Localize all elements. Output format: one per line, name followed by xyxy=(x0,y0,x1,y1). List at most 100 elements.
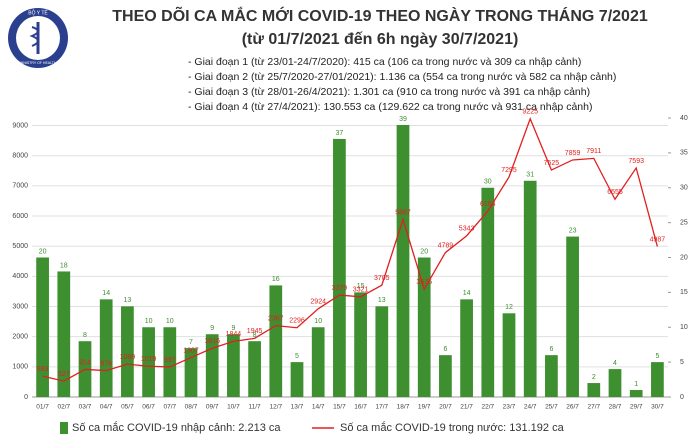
x-tick-label: 27/7 xyxy=(587,404,600,411)
annotation: - Giai đoạn 4 (từ 27/4/2021): 130.553 ca… xyxy=(188,101,592,113)
bar-label: 9 xyxy=(210,325,214,332)
x-tick-label: 15/7 xyxy=(333,404,346,411)
x-tick-label: 17/7 xyxy=(375,404,388,411)
bar-label: 5 xyxy=(655,353,659,360)
x-tick-label: 11/7 xyxy=(249,404,262,411)
y2-tick-label: 35 xyxy=(680,150,688,157)
x-tick-label: 01/7 xyxy=(36,404,49,411)
line-label: 3379 xyxy=(332,285,348,292)
y-tick-label: 6000 xyxy=(12,213,28,220)
bar-label: 37 xyxy=(336,130,344,137)
x-tick-label: 03/7 xyxy=(79,404,92,411)
x-tick-label: 24/7 xyxy=(524,404,537,411)
x-tick-label: 30/7 xyxy=(651,404,664,411)
bar-label: 13 xyxy=(124,297,132,304)
logo-bottom: MINISTRY OF HEALTH xyxy=(20,61,57,65)
x-tick-label: 06/7 xyxy=(142,404,155,411)
y2-tick-label: 15 xyxy=(680,289,688,296)
annotation: - Giai đoạn 1 (từ 23/01-24/7/2020): 415 … xyxy=(188,56,581,68)
x-tick-label: 29/7 xyxy=(630,404,643,411)
bar xyxy=(227,334,240,397)
x-tick-label: 09/7 xyxy=(206,404,219,411)
y2-tick-label: 5 xyxy=(680,359,684,366)
x-tick-label: 18/7 xyxy=(397,404,410,411)
bar-label: 7 xyxy=(189,339,193,346)
x-tick-label: 16/7 xyxy=(354,404,367,411)
x-tick-label: 21/7 xyxy=(460,404,473,411)
bar-label: 39 xyxy=(399,116,407,123)
line-label: 2367 xyxy=(268,315,284,322)
x-tick-label: 02/7 xyxy=(57,404,70,411)
x-tick-label: 19/7 xyxy=(418,404,431,411)
line-label: 7859 xyxy=(565,150,581,157)
x-tick-label: 04/7 xyxy=(100,404,113,411)
line-label: 7295 xyxy=(501,167,517,174)
y-tick-label: 4000 xyxy=(12,273,28,280)
bar-label: 30 xyxy=(484,179,492,186)
x-tick-label: 08/7 xyxy=(185,404,198,411)
line-label: 914 xyxy=(79,359,91,366)
x-tick-label: 14/7 xyxy=(312,404,325,411)
y2-tick-label: 0 xyxy=(680,394,684,401)
y-tick-label: 8000 xyxy=(12,153,28,160)
bar xyxy=(57,271,71,397)
legend-swatch xyxy=(60,422,68,434)
bar-label: 2 xyxy=(592,374,596,381)
bar-label: 1 xyxy=(634,381,638,388)
y2-tick-label: 10 xyxy=(680,324,688,331)
line-label: 3705 xyxy=(374,275,390,282)
x-tick-label: 26/7 xyxy=(566,404,579,411)
line-label: 5887 xyxy=(395,209,411,216)
bar-label: 20 xyxy=(420,248,428,255)
bar-label: 5 xyxy=(295,353,299,360)
bar-label: 10 xyxy=(145,318,153,325)
line-label: 2924 xyxy=(310,299,326,306)
line-label: 1844 xyxy=(226,331,242,338)
y-tick-label: 9000 xyxy=(12,122,28,129)
bar xyxy=(545,355,558,397)
line-label: 6555 xyxy=(607,189,623,196)
bar-label: 12 xyxy=(505,304,513,311)
bar xyxy=(417,257,431,397)
bar xyxy=(587,383,601,397)
legend-label: Số ca mắc COVID-19 trong nước: 131.192 c… xyxy=(340,421,565,434)
bar-label: 6 xyxy=(443,346,447,353)
y-tick-label: 7000 xyxy=(12,183,28,190)
line-label: 7525 xyxy=(544,160,560,167)
bar-label: 31 xyxy=(526,172,534,179)
line-label: 997 xyxy=(164,357,176,364)
line-label: 4789 xyxy=(438,242,454,249)
x-tick-label: 12/7 xyxy=(269,404,282,411)
bar xyxy=(629,390,643,397)
y-tick-label: 3000 xyxy=(12,303,28,310)
x-tick-label: 07/7 xyxy=(163,404,176,411)
bar xyxy=(290,362,304,397)
bar xyxy=(396,124,410,397)
bar xyxy=(566,236,579,397)
bar-label: 10 xyxy=(166,318,174,325)
annotation: - Giai đoạn 2 (từ 25/7/2020-27/01/2021):… xyxy=(188,71,616,83)
bar-label: 14 xyxy=(102,290,110,297)
bar-label: 20 xyxy=(39,248,47,255)
line-label: 5343 xyxy=(459,226,475,233)
logo-snake xyxy=(29,26,39,47)
bar-label: 16 xyxy=(272,276,280,283)
x-tick-label: 28/7 xyxy=(609,404,622,411)
bar xyxy=(163,327,177,397)
line-label: 876 xyxy=(100,360,112,367)
x-tick-label: 20/7 xyxy=(439,404,452,411)
logo-top: BỘ Y TẾ xyxy=(28,9,48,16)
y-tick-label: 5000 xyxy=(12,243,28,250)
bar xyxy=(439,355,452,397)
line-label: 693 xyxy=(37,366,49,373)
bar-label: 10 xyxy=(314,318,322,325)
bar xyxy=(375,306,389,397)
line-label: 1019 xyxy=(141,356,157,363)
line-label: 7593 xyxy=(628,158,644,165)
bar-label: 4 xyxy=(613,360,617,367)
line-label: 1616 xyxy=(204,338,220,345)
bar xyxy=(523,180,537,397)
line-label: 1089 xyxy=(120,354,136,361)
logo: BỘ Y TẾ MINISTRY OF HEALTH xyxy=(8,8,68,68)
